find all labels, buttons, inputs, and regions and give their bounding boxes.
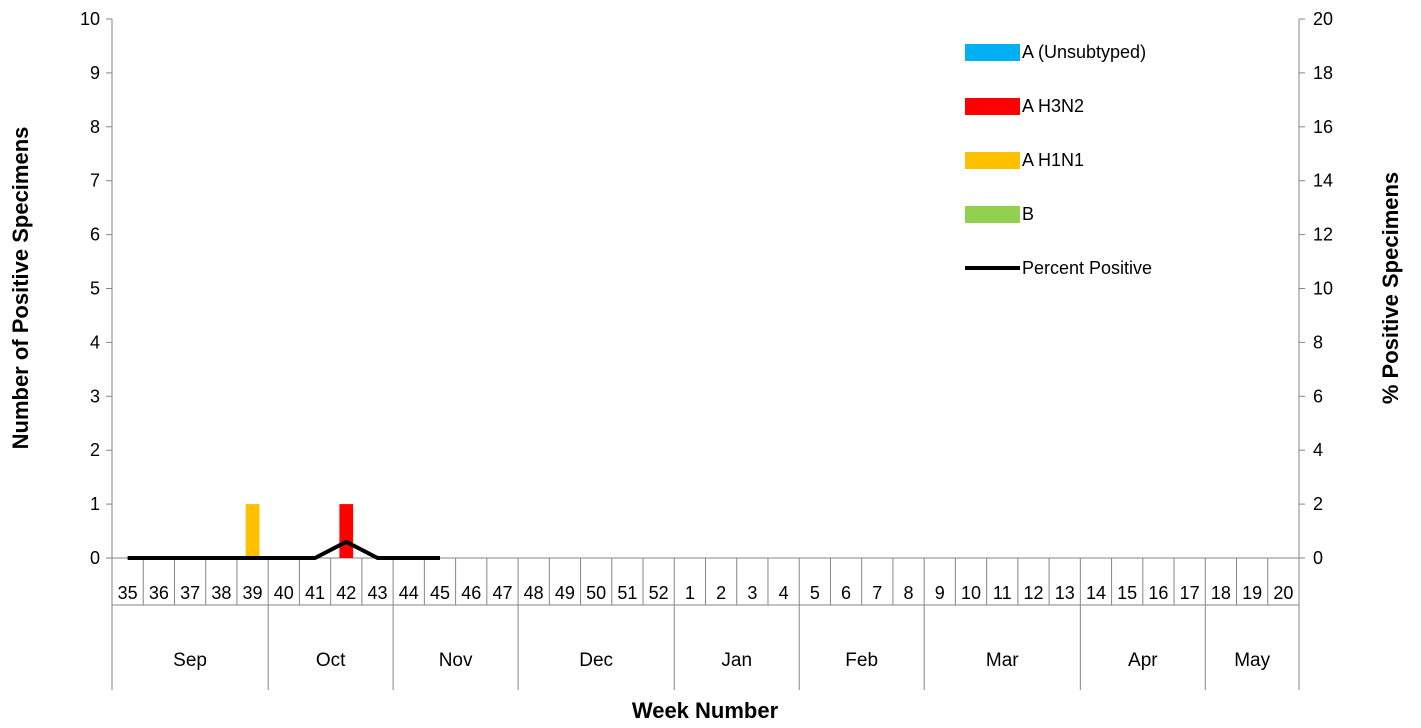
legend-label-percent-positive: Percent Positive: [1022, 258, 1152, 278]
week-label: 11: [993, 583, 1012, 603]
week-label: 39: [243, 583, 263, 603]
y-left-tick-label: 5: [90, 279, 100, 299]
month-label: Nov: [439, 650, 473, 671]
week-label: 4: [779, 583, 789, 603]
legend-label-b: B: [1022, 204, 1034, 224]
week-label: 36: [149, 583, 169, 603]
y-left-tick-label: 10: [80, 9, 100, 29]
bar-a-h1n1: [245, 504, 260, 558]
month-label: May: [1234, 650, 1270, 671]
week-label: 9: [935, 583, 945, 603]
legend-label-a-h1n1: A H1N1: [1022, 150, 1084, 170]
week-label: 43: [367, 583, 387, 603]
y-left-tick-label: 9: [90, 63, 100, 83]
week-label: 2: [716, 583, 726, 603]
week-label: 19: [1242, 583, 1262, 603]
y-right-tick-label: 8: [1313, 332, 1323, 352]
week-label: 48: [524, 583, 544, 603]
x-axis-categories: 35 36 37 38 39 40 41 42 43 44 45 46 47 48 49 50 51 52 1 2 3 4…: [118, 583, 1294, 671]
week-label: 15: [1117, 583, 1137, 603]
week-label: 49: [555, 583, 575, 603]
week-label: 38: [211, 583, 231, 603]
week-label: 47: [492, 583, 512, 603]
y-left-tick-label: 8: [90, 117, 100, 137]
week-label: 35: [118, 583, 138, 603]
week-label: 45: [430, 583, 450, 603]
y-left-tick-label: 2: [90, 440, 100, 460]
week-label: 10: [961, 583, 981, 603]
week-label: 42: [336, 583, 356, 603]
week-label: 7: [872, 583, 882, 603]
week-label: 44: [399, 583, 419, 603]
week-label: 41: [305, 583, 325, 603]
y-left-tick-label: 0: [90, 548, 100, 568]
week-label: 12: [1023, 583, 1043, 603]
week-label: 5: [810, 583, 820, 603]
y-right-tick-label: 12: [1313, 225, 1333, 245]
bars: [245, 504, 354, 558]
right-axis-ticks: 0 2 4 6 8 10 12 14 16 18 20: [1299, 9, 1333, 568]
legend-swatch-b: [965, 206, 1020, 223]
y-right-tick-label: 18: [1313, 63, 1333, 83]
week-label: 50: [586, 583, 606, 603]
y-right-tick-label: 10: [1313, 279, 1333, 299]
y-right-tick-label: 14: [1313, 171, 1333, 191]
y-right-tick-label: 6: [1313, 386, 1323, 406]
bar-a-h3n2: [339, 504, 354, 558]
y-right-tick-label: 2: [1313, 494, 1323, 514]
month-label: Jan: [721, 650, 752, 671]
week-label: 14: [1086, 583, 1106, 603]
week-label: 20: [1273, 583, 1293, 603]
left-axis-ticks: 0 1 2 3 4 5 6 7 8 9 10: [80, 9, 112, 568]
week-label: 1: [685, 583, 695, 603]
y-left-tick-label: 1: [90, 494, 100, 514]
week-label: 40: [274, 583, 294, 603]
legend-label-a-unsubtyped: A (Unsubtyped): [1022, 42, 1146, 62]
week-label: 52: [649, 583, 669, 603]
legend-swatch-a-unsubtyped: [965, 44, 1020, 61]
month-label: Dec: [579, 650, 613, 671]
week-label: 8: [904, 583, 914, 603]
percent-positive-line-layer: [127, 539, 440, 560]
y-right-tick-label: 20: [1313, 9, 1333, 29]
legend-swatch-a-h3n2: [965, 98, 1020, 115]
week-label: 13: [1055, 583, 1075, 603]
y-right-tick-label: 16: [1313, 117, 1333, 137]
month-label: Feb: [845, 650, 878, 671]
y-left-tick-label: 3: [90, 386, 100, 406]
x-axis-title: Week Number: [632, 698, 779, 723]
y-right-tick-label: 4: [1313, 440, 1323, 460]
legend-label-a-h3n2: A H3N2: [1022, 96, 1084, 116]
y-axis-right-title: % Positive Specimens: [1378, 172, 1403, 404]
month-label: Mar: [986, 650, 1019, 671]
y-left-tick-label: 4: [90, 332, 100, 352]
week-label: 37: [180, 583, 200, 603]
month-label: Oct: [316, 650, 346, 671]
week-label: 18: [1211, 583, 1231, 603]
week-label: 46: [461, 583, 481, 603]
y-axis-left-title: Number of Positive Specimens: [8, 127, 33, 450]
week-label: 17: [1180, 583, 1200, 603]
week-label: 16: [1148, 583, 1168, 603]
legend-swatch-a-h1n1: [965, 152, 1020, 169]
legend: A (Unsubtyped) A H3N2 A H1N1 B Percent Posit…: [965, 42, 1152, 278]
week-label: 3: [747, 583, 757, 603]
percent-positive-line: [127, 539, 440, 560]
week-label: 51: [617, 583, 637, 603]
week-label: 6: [841, 583, 851, 603]
y-left-tick-label: 7: [90, 171, 100, 191]
month-label: Sep: [173, 650, 207, 671]
y-left-tick-label: 6: [90, 225, 100, 245]
y-right-tick-label: 0: [1313, 548, 1323, 568]
month-label: Apr: [1128, 650, 1158, 671]
